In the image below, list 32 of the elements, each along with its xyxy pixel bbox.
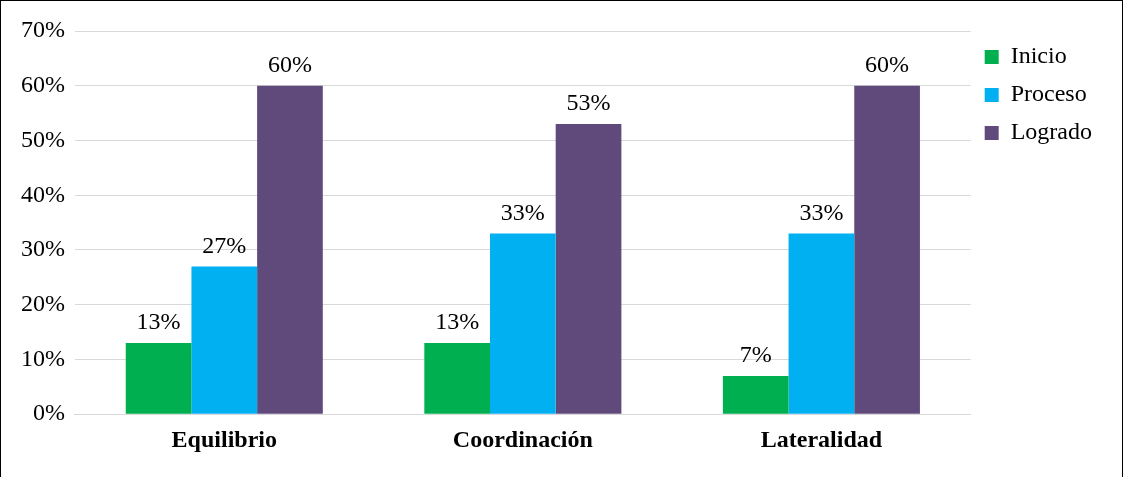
x-tick-label: Lateralidad (760, 425, 883, 452)
x-tick-label: Coordinación (452, 425, 593, 452)
data-label: 27% (202, 231, 247, 258)
bar (854, 85, 920, 414)
bar (722, 375, 789, 414)
bar (555, 124, 622, 414)
y-tick-label: 50% (20, 125, 65, 152)
data-label: 7% (739, 341, 772, 368)
data-label: 33% (500, 198, 545, 225)
y-tick-label: 0% (32, 399, 65, 426)
data-label: 60% (865, 51, 910, 78)
legend-label: Proceso (1010, 80, 1087, 107)
data-label: 13% (136, 308, 181, 335)
x-tick-label: Equilibrio (171, 425, 277, 452)
data-label: 33% (799, 198, 844, 225)
y-tick-label: 60% (20, 71, 65, 98)
y-tick-label: 30% (20, 235, 65, 262)
bar (257, 85, 323, 414)
data-label: 60% (267, 51, 312, 78)
y-tick-label: 20% (20, 290, 65, 317)
bar (788, 233, 855, 414)
bar (490, 233, 556, 414)
y-tick-label: 40% (20, 180, 65, 207)
y-tick-label: 10% (20, 344, 65, 371)
legend-label: Logrado (1010, 118, 1093, 145)
data-label: 13% (435, 308, 480, 335)
y-tick-label: 70% (20, 16, 65, 43)
bar (424, 343, 490, 414)
bar (125, 343, 192, 414)
legend-label: Inicio (1010, 42, 1067, 69)
data-label: 53% (566, 89, 611, 116)
bar (191, 266, 258, 414)
